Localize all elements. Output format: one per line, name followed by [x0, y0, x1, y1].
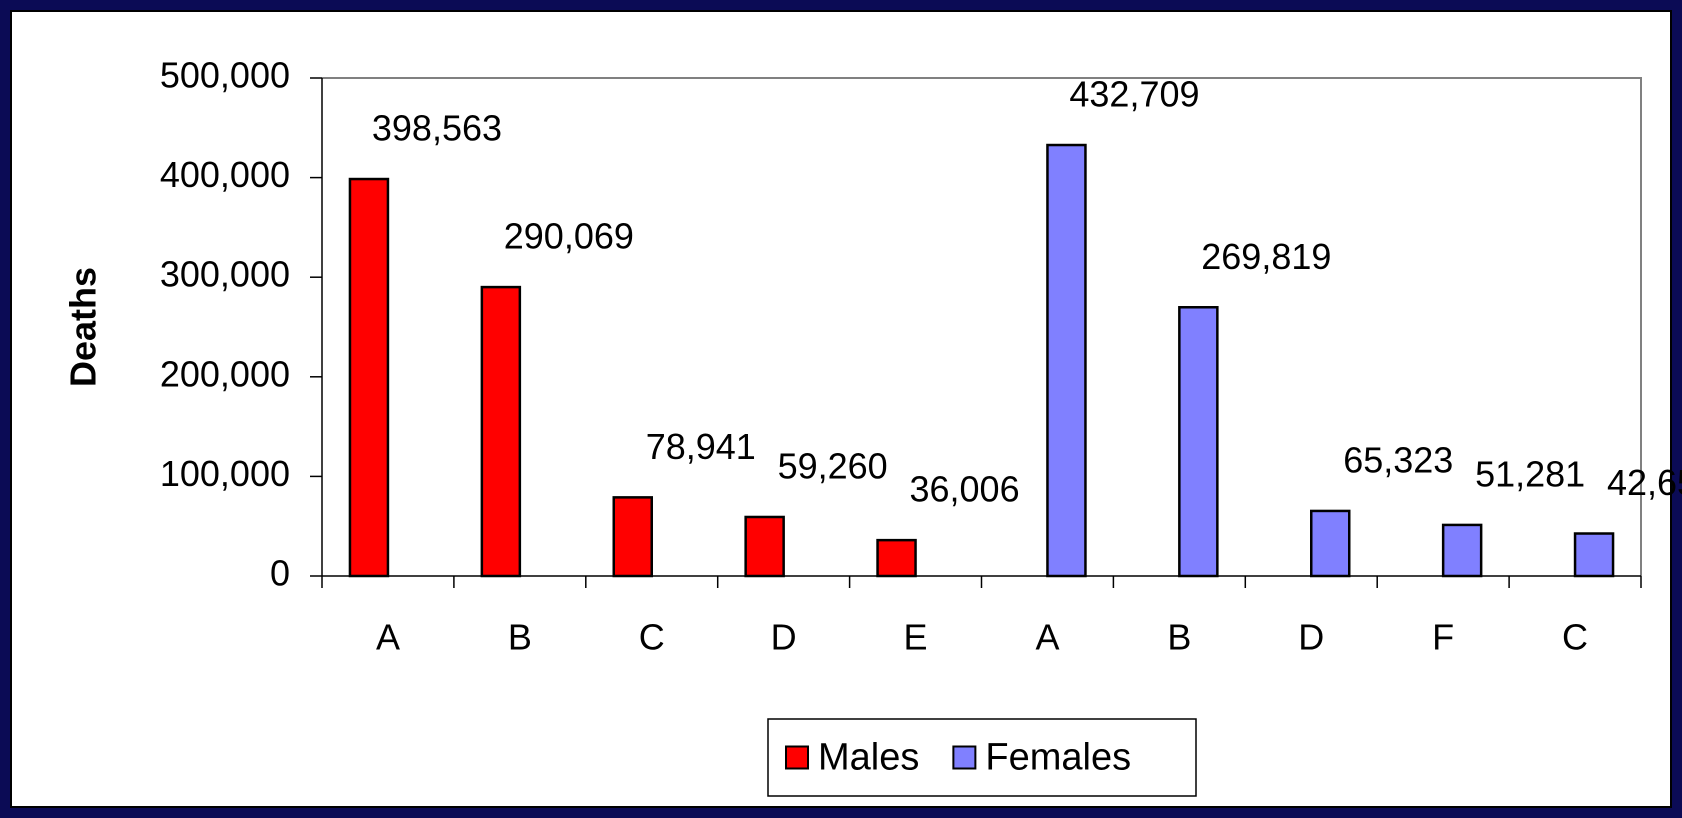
x-tick-label: A — [376, 617, 400, 658]
data-label: 51,281 — [1475, 453, 1585, 494]
data-label: 398,563 — [372, 108, 502, 149]
data-label: 432,709 — [1069, 74, 1199, 115]
data-label: 65,323 — [1343, 439, 1453, 480]
y-tick-label: 100,000 — [160, 453, 290, 494]
y-axis-label: Deaths — [63, 267, 104, 387]
bar — [1573, 532, 1615, 578]
bar — [744, 515, 785, 578]
bar — [1046, 143, 1087, 578]
data-label: 78,941 — [646, 426, 756, 467]
x-tick-label: E — [904, 617, 928, 658]
x-tick-label: B — [508, 617, 532, 658]
x-tick-label: C — [1562, 617, 1588, 658]
x-tick-label: D — [771, 617, 797, 658]
legend-box — [767, 718, 1197, 797]
bar — [480, 285, 522, 578]
bar — [1441, 523, 1483, 578]
bar — [348, 177, 390, 578]
legend-swatch — [785, 745, 809, 770]
x-tick-label: C — [639, 617, 665, 658]
x-tick-label: A — [1035, 617, 1059, 658]
y-tick-label: 200,000 — [160, 353, 290, 394]
y-tick-label: 0 — [270, 553, 290, 594]
x-tick-label: F — [1432, 617, 1454, 658]
plot-border — [322, 77, 1642, 576]
data-label: 36,006 — [909, 469, 1019, 510]
data-label: 269,819 — [1201, 236, 1331, 277]
y-tick-label: 300,000 — [160, 254, 290, 295]
legend-swatch — [952, 745, 977, 770]
data-label: 290,069 — [504, 216, 634, 257]
bar — [1310, 509, 1351, 578]
x-tick-label: B — [1167, 617, 1191, 658]
y-tick-label: 400,000 — [160, 154, 290, 195]
bar — [612, 496, 653, 578]
data-label: 59,260 — [778, 445, 888, 486]
legend-label: Males — [818, 737, 919, 779]
data-label: 42,658 — [1607, 462, 1682, 503]
bar — [1178, 306, 1219, 578]
y-tick-label: 500,000 — [160, 55, 290, 96]
x-tick-label: D — [1298, 617, 1324, 658]
bar — [876, 538, 917, 578]
legend-label: Females — [985, 737, 1131, 779]
chart-area — [10, 10, 1672, 808]
